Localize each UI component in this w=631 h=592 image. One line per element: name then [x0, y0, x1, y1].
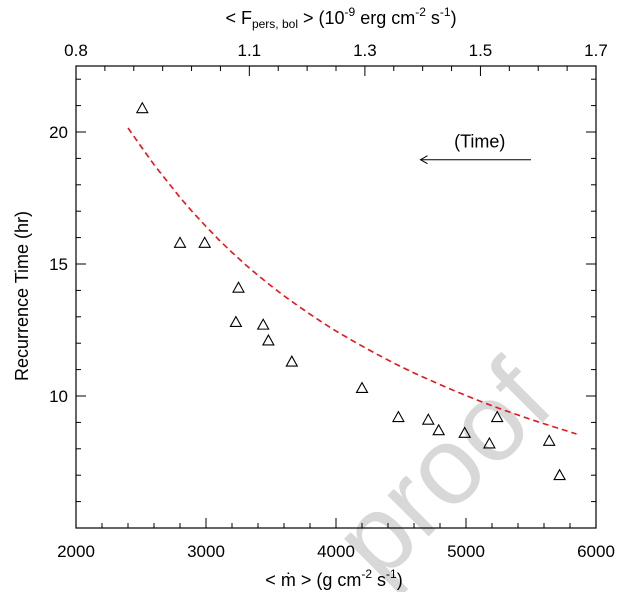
bottom-axis-title: < ṁ > (g cm-2 s-1) — [265, 567, 402, 590]
top-axis-title: < Fpers, bol > (10-9 erg cm-2 s-1) — [225, 5, 456, 31]
fit-curve — [127, 127, 577, 435]
data-point-triangle — [553, 468, 567, 481]
data-point-triangle — [229, 315, 243, 328]
axis-ticks: 2000 3000 4000 5000 6000 0.8 1.1 1.3 1.5 1.7 10 15 2… — [49, 41, 615, 561]
top-tick-label: 1.1 — [238, 41, 262, 60]
bottom-tick-label: 3000 — [187, 542, 225, 561]
data-point-triangle — [232, 281, 245, 293]
fit-curve-layer — [127, 127, 577, 435]
left-axis-title: Recurrence Time (hr) — [12, 211, 32, 381]
bottom-tick-label: 2000 — [57, 542, 95, 561]
top-tick-label: 1.7 — [584, 41, 608, 60]
bottom-tick-label: 5000 — [447, 542, 485, 561]
data-point-triangle — [198, 236, 212, 248]
top-tick-label: 0.8 — [64, 41, 88, 60]
data-point-triangle — [355, 381, 369, 394]
data-point-triangle — [542, 434, 556, 446]
data-point-triangle — [135, 101, 149, 114]
data-point-triangle — [482, 436, 496, 449]
bottom-tick-label: 6000 — [577, 542, 615, 561]
data-point-triangle — [432, 423, 446, 436]
left-tick-label: 15 — [49, 255, 68, 274]
data-point-triangle — [285, 355, 299, 367]
bottom-tick-label: 4000 — [317, 542, 355, 561]
data-point-triangle — [458, 426, 472, 438]
time-annotation: (Time) — [419, 132, 531, 165]
data-point-triangle — [490, 410, 504, 423]
data-point-triangle — [421, 413, 435, 425]
time-annotation-label: (Time) — [454, 132, 505, 152]
left-tick-label: 10 — [49, 387, 68, 406]
top-tick-label: 1.3 — [353, 41, 377, 60]
data-point-triangle — [173, 236, 187, 248]
data-points — [135, 101, 567, 481]
data-point-triangle — [256, 318, 270, 330]
left-tick-label: 20 — [49, 123, 68, 142]
data-point-triangle — [391, 410, 405, 423]
time-arrow-head — [419, 155, 428, 165]
top-tick-label: 1.5 — [469, 41, 493, 60]
data-point-triangle — [261, 333, 275, 346]
